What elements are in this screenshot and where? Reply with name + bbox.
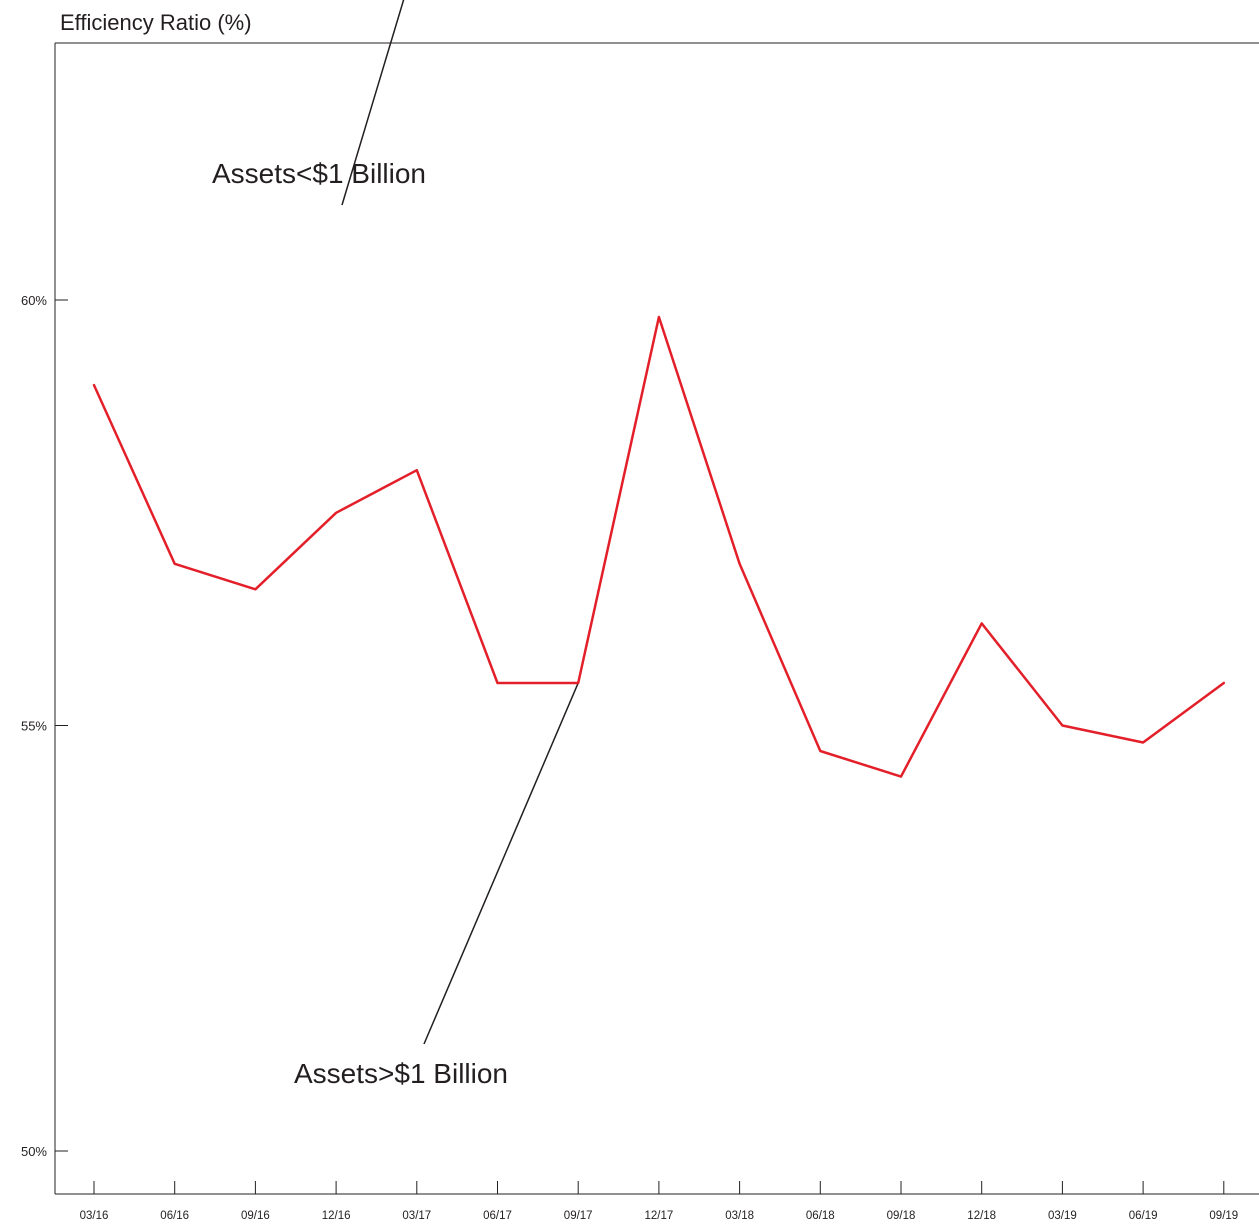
annotation-label: Assets<$1 Billion xyxy=(212,158,426,189)
y-tick-label: 60% xyxy=(21,293,47,308)
annotation-label: Assets>$1 Billion xyxy=(294,1058,508,1089)
x-tick-label: 09/19 xyxy=(1209,1210,1238,1222)
x-tick-label: 03/19 xyxy=(1048,1210,1077,1222)
annotation-leader-line xyxy=(341,0,405,206)
x-tick-label: 06/16 xyxy=(160,1210,189,1222)
x-tick-label: 12/17 xyxy=(645,1210,674,1222)
x-tick-label: 03/16 xyxy=(80,1210,109,1222)
y-axis-title: Efficiency Ratio (%) xyxy=(60,10,252,35)
x-axis-ticks: 03/16 06/16 09/16 12/16 03/17 06/17 09/17 12/17… xyxy=(80,1181,1238,1222)
y-axis-ticks: 50%55%60%65%70%75% xyxy=(21,293,68,1159)
annotation-leader-line xyxy=(423,682,579,1045)
x-tick-label: 09/16 xyxy=(241,1210,270,1222)
x-tick-label: 06/19 xyxy=(1129,1210,1158,1222)
x-tick-label: 06/17 xyxy=(483,1210,512,1222)
x-tick-label: 09/17 xyxy=(564,1210,593,1222)
series-lines xyxy=(92,315,1226,778)
y-tick-label: 55% xyxy=(21,719,47,734)
x-tick-label: 12/18 xyxy=(967,1210,996,1222)
annotation-labels: Assets<$1 Billion Assets>$1 Billion xyxy=(212,158,508,1089)
x-tick-label: 03/18 xyxy=(725,1210,754,1222)
x-tick-label: 06/18 xyxy=(806,1210,835,1222)
series-line-large-banks xyxy=(92,315,1226,778)
x-tick-label: 09/18 xyxy=(887,1210,916,1222)
y-tick-label: 50% xyxy=(21,1144,47,1159)
annotation-leaders xyxy=(341,0,579,1045)
x-tick-label: 03/17 xyxy=(402,1210,431,1222)
x-tick-label: 12/16 xyxy=(322,1210,351,1222)
